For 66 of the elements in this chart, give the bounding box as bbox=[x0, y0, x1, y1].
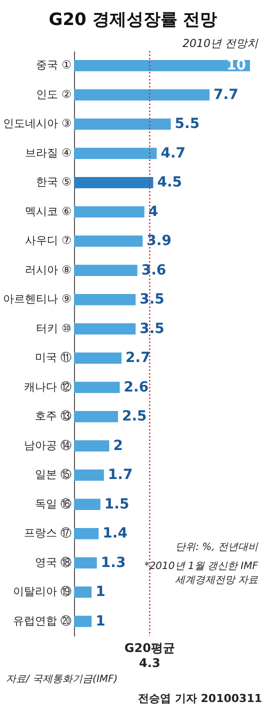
data-label: 2.6 bbox=[124, 379, 149, 396]
chart-title: G20 경제성장률 전망 bbox=[48, 9, 218, 31]
annotation: *2010년 1월 갱신한 IMF 세계경제전망 자료 bbox=[143, 560, 258, 588]
data-label: 4.5 bbox=[157, 174, 182, 191]
data-label: 2 bbox=[113, 438, 123, 454]
bar bbox=[74, 148, 157, 159]
bar bbox=[74, 177, 154, 188]
data-label: 1 bbox=[96, 613, 106, 630]
y-tick-label: 독일 ⑯ bbox=[35, 497, 72, 510]
bar bbox=[74, 264, 138, 276]
bar bbox=[74, 60, 250, 72]
text: 자료/ 국제통화기금(IMF) bbox=[6, 673, 118, 686]
bar bbox=[74, 382, 120, 393]
data-label: 1.5 bbox=[104, 496, 130, 512]
data-label: 3.9 bbox=[146, 233, 172, 250]
y-tick-label: 유럽연합 ⑳ bbox=[13, 614, 72, 628]
data-label: 1.4 bbox=[102, 526, 128, 542]
chart-subtitle: 2010년 전망치 bbox=[182, 36, 258, 51]
bar bbox=[74, 352, 122, 364]
bar bbox=[74, 528, 99, 540]
bar bbox=[74, 470, 104, 481]
data-label: 4 bbox=[148, 204, 158, 220]
y-tick-label: 터키 ⑩ bbox=[36, 322, 72, 335]
data-label: 1.3 bbox=[100, 554, 126, 571]
data-label: 1.7 bbox=[108, 467, 133, 484]
y-tick-label: 인도네시아 ③ bbox=[3, 117, 72, 130]
ref-line-label: G20평균 4.3 bbox=[124, 641, 175, 670]
annotation: 단위: %, 전년대비 bbox=[176, 541, 258, 554]
bar bbox=[74, 294, 136, 306]
y-tick-label: 이탈리아 ⑲ bbox=[13, 585, 72, 598]
data-label: 5.5 bbox=[174, 116, 200, 132]
data-label: 7.7 bbox=[214, 86, 238, 103]
bar bbox=[74, 118, 171, 130]
data-label: 2.7 bbox=[126, 350, 150, 366]
y-tick-label: 중국 ① bbox=[36, 58, 72, 72]
y-tick-label: 멕시코 ⑥ bbox=[25, 204, 72, 218]
y-tick-label: 아르헨티나 ⑨ bbox=[3, 292, 72, 306]
bar bbox=[74, 236, 143, 247]
bar bbox=[74, 498, 100, 510]
y-tick-label: 남아공 ⑭ bbox=[24, 438, 72, 452]
y-tick-label: 한국 ⑤ bbox=[36, 176, 72, 189]
y-tick-label: 호주 ⑬ bbox=[35, 410, 72, 423]
data-label: 4.7 bbox=[160, 145, 186, 162]
data-label: 3.5 bbox=[140, 320, 164, 337]
y-tick-label: 일본 ⑮ bbox=[35, 468, 72, 482]
y-tick-label: 영국 ⑱ bbox=[35, 556, 72, 569]
bar bbox=[74, 323, 136, 334]
data-label: 3.5 bbox=[140, 292, 164, 308]
bar bbox=[74, 616, 92, 627]
y-tick-label: 미국 ⑪ bbox=[35, 351, 72, 364]
bar bbox=[74, 557, 97, 568]
data-label: 2.5 bbox=[122, 408, 147, 425]
bar bbox=[74, 89, 210, 100]
y-tick-label: 브라질 ④ bbox=[25, 146, 72, 160]
bar bbox=[74, 411, 118, 422]
y-tick-label: 프랑스 ⑰ bbox=[24, 526, 72, 540]
data-label: 1 bbox=[96, 584, 106, 600]
bar bbox=[74, 206, 144, 218]
data-label: 3.6 bbox=[141, 262, 166, 278]
y-tick-label: 사우디 ⑦ bbox=[25, 234, 72, 248]
bar bbox=[74, 440, 110, 452]
y-tick-label: 러시아 ⑧ bbox=[25, 263, 72, 276]
y-tick-label: 캐나다 ⑫ bbox=[24, 380, 72, 394]
y-tick-label: 인도 ② bbox=[36, 88, 72, 101]
text: 전승엽 기자 20100311 bbox=[137, 691, 262, 706]
bar bbox=[74, 586, 92, 598]
